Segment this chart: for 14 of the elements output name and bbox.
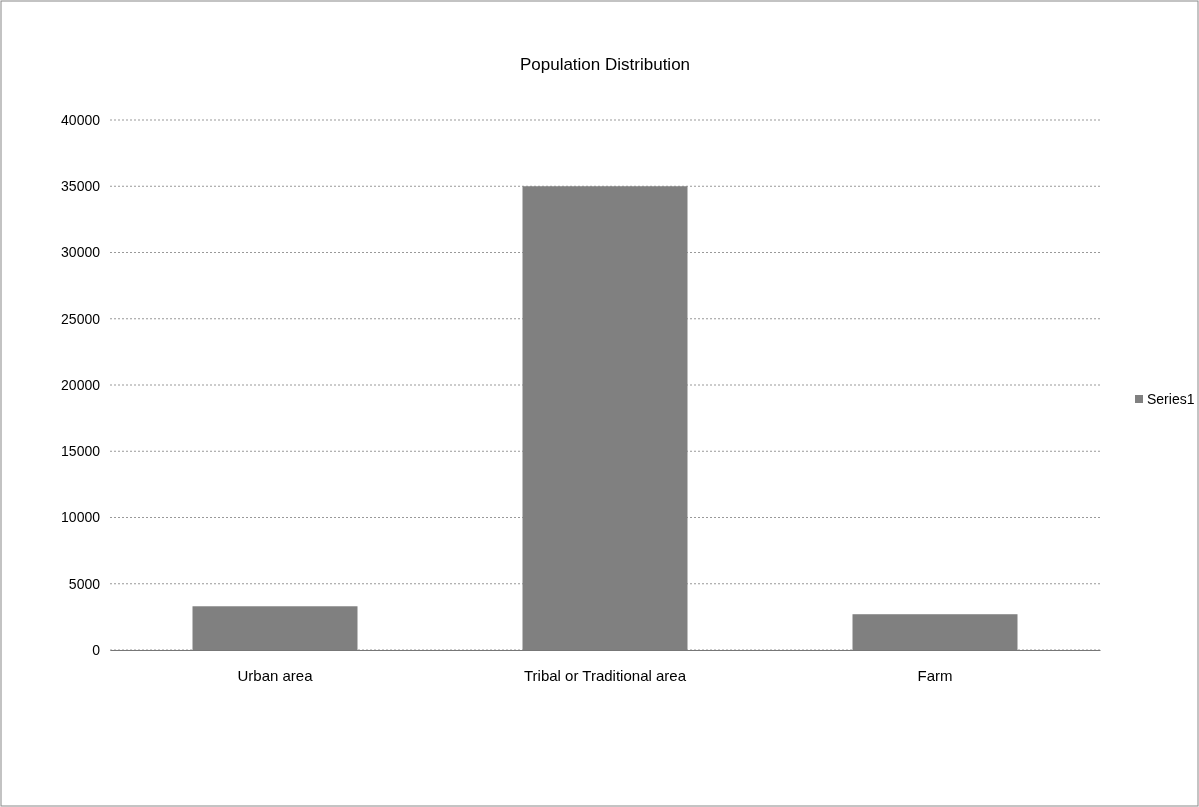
y-tick-label: 20000 — [61, 376, 101, 393]
legend-label: Series1 — [1147, 391, 1195, 407]
chart-title: Population Distribution — [519, 55, 691, 74]
y-tick-label: 5000 — [68, 575, 101, 592]
y-tick-label: 40000 — [61, 111, 101, 128]
x-tick-label: Urban area — [237, 666, 314, 684]
x-tick-label: Tribal or Traditional area — [523, 666, 687, 684]
x-tick-label: Farm — [917, 666, 953, 684]
y-tick-label: 30000 — [61, 244, 101, 261]
y-tick-label: 10000 — [61, 509, 101, 526]
y-tick-label: 35000 — [61, 178, 101, 195]
y-tick-label: 0 — [92, 641, 101, 658]
y-tick-label: 25000 — [61, 310, 101, 327]
y-tick-label: 15000 — [61, 443, 101, 460]
